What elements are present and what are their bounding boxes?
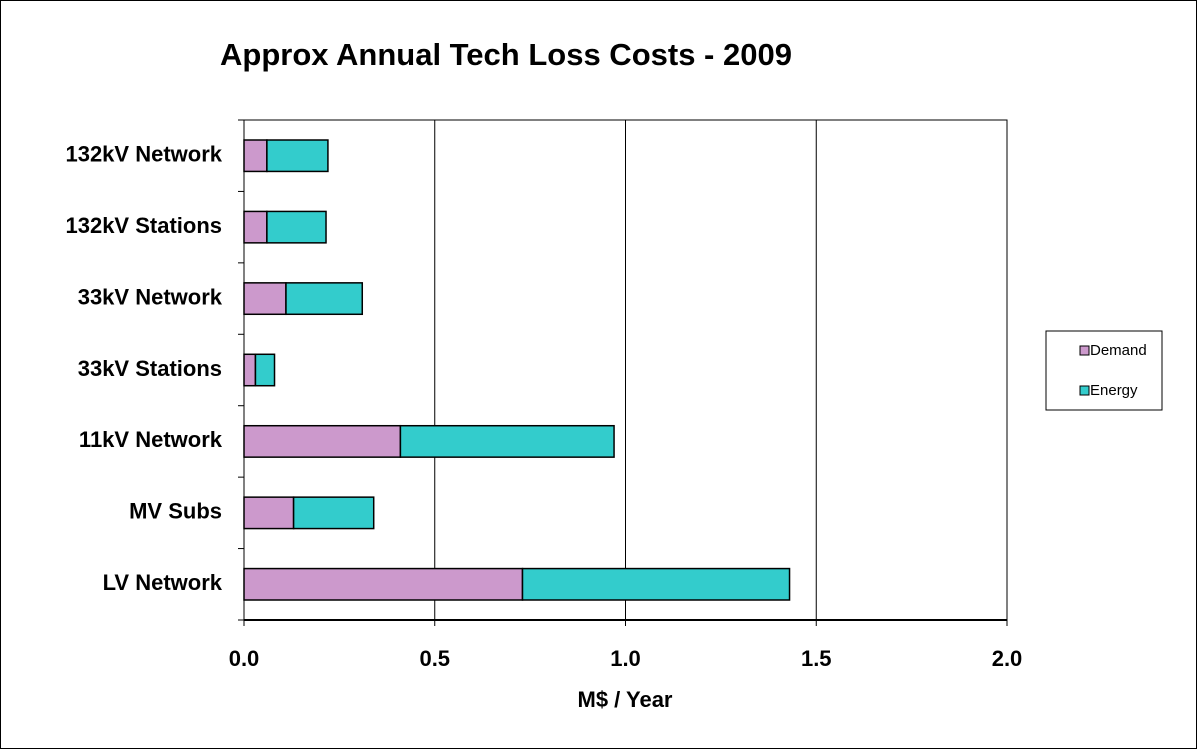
bar-segment [254,353,276,387]
y-tick-label: 132kV Network [65,142,222,167]
y-tick-label: 132kV Stations [65,213,222,238]
bar-segment [266,139,329,173]
legend [1045,330,1163,411]
bar-segment [243,282,287,316]
y-tick-label: 11kV Network [79,427,223,452]
bar-segment [266,210,327,244]
bar-segment [243,424,402,458]
legend-swatch [1079,345,1090,356]
x-axis-label: M$ / Year [578,687,673,712]
legend-swatch [1079,385,1090,396]
y-tick-label: 33kV Stations [78,356,222,381]
x-tick-label: 1.5 [801,646,832,671]
bar-segment [243,496,295,530]
y-tick-label: LV Network [103,570,223,595]
bar-segment [285,282,364,316]
bar-segment [243,210,268,244]
y-tick-label: 33kV Network [78,284,223,309]
x-tick-label: 1.0 [610,646,641,671]
legend-label: Energy [1090,382,1138,399]
bar-segment [521,567,791,601]
bar-segment [243,353,257,387]
bar-segment [243,567,524,601]
bar-segment [243,139,268,173]
y-tick-label: MV Subs [129,499,222,524]
legend-label: Demand [1090,342,1147,359]
x-tick-label: 0.0 [229,646,260,671]
bar-segment [399,424,615,458]
x-tick-label: 2.0 [992,646,1023,671]
chart-title: Approx Annual Tech Loss Costs - 2009 [220,37,792,72]
x-tick-label: 0.5 [419,646,450,671]
bar-segment [292,496,375,530]
